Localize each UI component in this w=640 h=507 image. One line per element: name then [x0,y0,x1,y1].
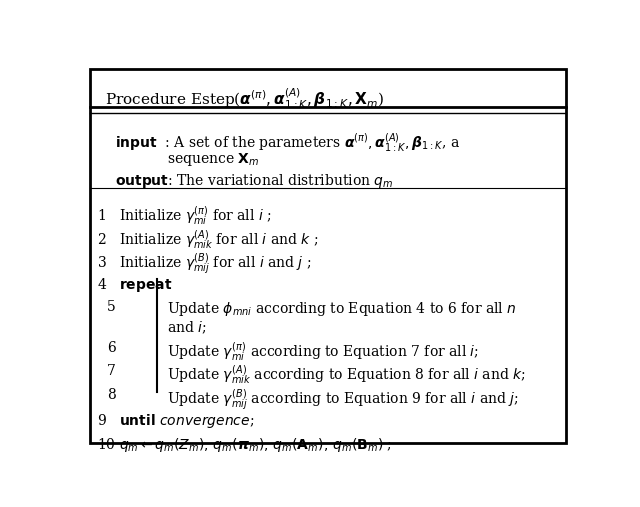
Text: 10 $q_m \leftarrow q_m(Z_m),\, q_m(\boldsymbol{\pi}_m),\, q_m(\mathbf{A}_m),\, q: 10 $q_m \leftarrow q_m(Z_m),\, q_m(\bold… [97,436,392,454]
Text: Update $\gamma^{(\pi)}_{mi}$ according to Equation 7 for all $i$;: Update $\gamma^{(\pi)}_{mi}$ according t… [167,341,479,364]
Text: 9   $\mathbf{until}$ $\mathit{convergence}$;: 9 $\mathbf{until}$ $\mathit{convergence}… [97,412,255,430]
Text: Update $\gamma^{(B)}_{mij}$ according to Equation 9 for all $i$ and $j$;: Update $\gamma^{(B)}_{mij}$ according to… [167,387,518,413]
Text: 3   Initialize $\gamma^{(B)}_{mij}$ for all $i$ and $j$ ;: 3 Initialize $\gamma^{(B)}_{mij}$ for al… [97,252,312,277]
Text: Update $\phi_{mni}$ according to Equation 4 to 6 for all $n$: Update $\phi_{mni}$ according to Equatio… [167,300,516,318]
Text: 6: 6 [108,341,116,355]
Text: 1   Initialize $\gamma^{(\pi)}_{mi}$ for all $i$ ;: 1 Initialize $\gamma^{(\pi)}_{mi}$ for a… [97,205,272,229]
Text: Procedure Estep($\boldsymbol{\alpha}^{(\pi)}, \boldsymbol{\alpha}^{(A)}_{1:K}, \: Procedure Estep($\boldsymbol{\alpha}^{(\… [105,86,384,111]
Text: $\mathbf{input}$  : A set of the parameters $\boldsymbol{\alpha}^{(\pi)}, \bolds: $\mathbf{input}$ : A set of the paramete… [115,131,460,154]
Text: $\mathbf{output}$: The variational distribution $q_m$: $\mathbf{output}$: The variational distr… [115,172,393,190]
Text: 8: 8 [108,387,116,402]
FancyBboxPatch shape [90,68,566,444]
Text: 5: 5 [108,300,116,314]
Text: and $i$;: and $i$; [167,319,207,336]
Text: 7: 7 [108,364,116,378]
Text: 2   Initialize $\gamma^{(A)}_{mik}$ for all $i$ and $k$ ;: 2 Initialize $\gamma^{(A)}_{mik}$ for al… [97,229,319,252]
Text: sequence $\mathbf{X}_m$: sequence $\mathbf{X}_m$ [167,151,259,168]
Text: Update $\gamma^{(A)}_{mik}$ according to Equation 8 for all $i$ and $k$;: Update $\gamma^{(A)}_{mik}$ according to… [167,364,525,387]
Text: 4   $\mathbf{repeat}$: 4 $\mathbf{repeat}$ [97,276,173,295]
